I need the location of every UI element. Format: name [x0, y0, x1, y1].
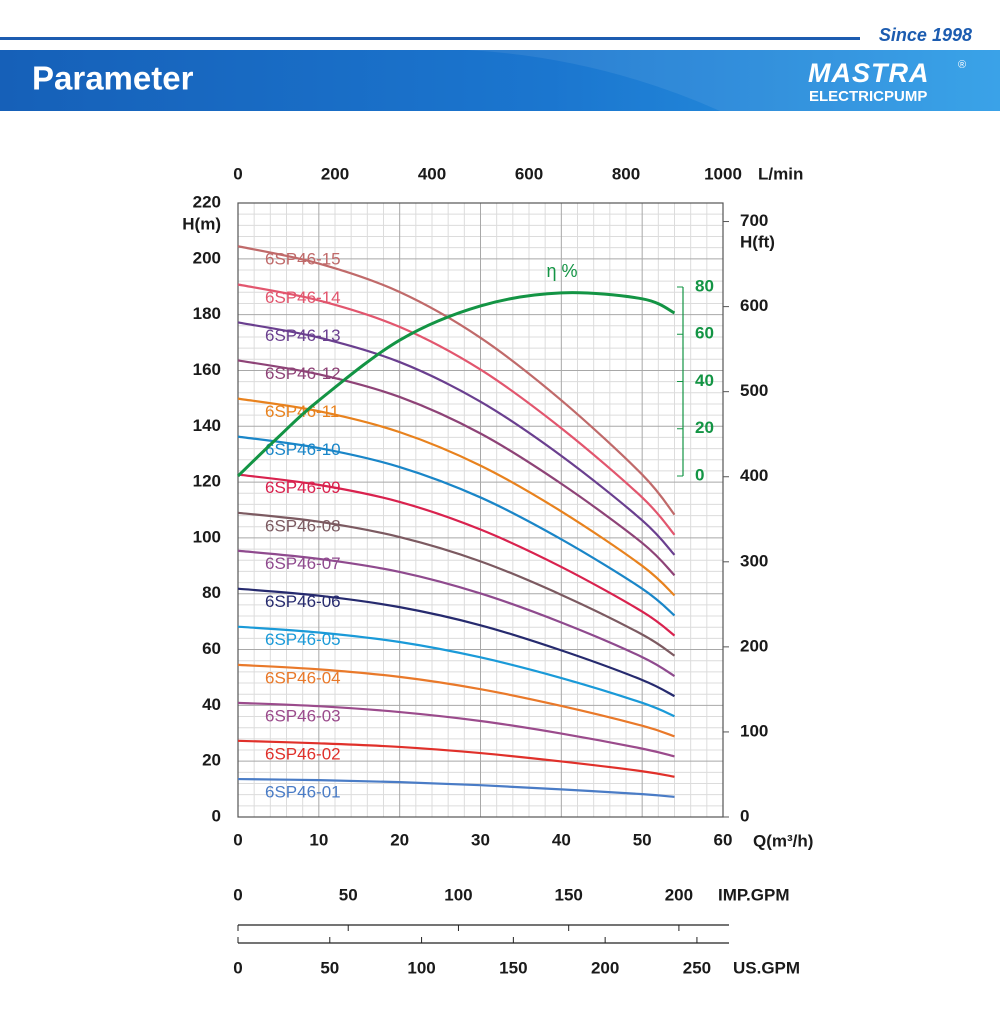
x-tick-label: 30 [471, 830, 490, 849]
curve-label: 6SP46-15 [265, 250, 341, 269]
y-tick-label: 20 [202, 751, 221, 770]
y-tick-label: 60 [202, 639, 221, 658]
y2-tick-label: 400 [740, 466, 768, 485]
since: Since 1998 [879, 25, 972, 45]
banner [0, 50, 1000, 111]
curve-label: 6SP46-11 [265, 402, 339, 421]
x-tick-label: 10 [309, 830, 328, 849]
y2-tick-label: 500 [740, 381, 768, 400]
curve [237, 435, 676, 617]
curve-label: 6SP46-05 [265, 630, 341, 649]
y-tick-label: 40 [202, 695, 221, 714]
eta-label: η % [546, 261, 577, 281]
y-tick-label: 140 [193, 416, 221, 435]
curve [237, 739, 675, 778]
curve [237, 549, 676, 678]
y2-tick-label: 600 [740, 296, 768, 315]
curve-label: 6SP46-14 [265, 288, 341, 307]
x2-tick-label: 200 [321, 164, 349, 183]
us_gpm-tick-label: 100 [407, 958, 435, 977]
curve [237, 701, 675, 758]
y2-tick-label: 300 [740, 551, 768, 570]
imp_gpm-label: IMP.GPM [718, 885, 789, 904]
us_gpm-tick-label: 50 [320, 958, 339, 977]
y-tick-label: 0 [212, 806, 221, 825]
y2-tick-label: 200 [740, 636, 768, 655]
y2-tick-label: 0 [740, 806, 749, 825]
banner-swoosh [380, 48, 1000, 111]
logo: MASTRA [808, 58, 930, 88]
curve-label: 6SP46-13 [265, 326, 341, 345]
imp_gpm-tick-label: 150 [554, 885, 582, 904]
curve-label: 6SP46-09 [265, 478, 341, 497]
eta-tick-label: 0 [695, 465, 704, 484]
x-tick-label: 60 [714, 830, 733, 849]
curve-label: 6SP46-02 [265, 744, 341, 763]
imp_gpm-tick-label: 200 [665, 885, 693, 904]
curve-label: 6SP46-10 [265, 440, 341, 459]
y-axis-label: H(m) [182, 214, 221, 233]
curve-label: 6SP46-03 [265, 706, 341, 725]
x2-tick-label: 1000 [704, 164, 742, 183]
y2-axis-label: H(ft) [740, 232, 775, 251]
chart: 0 10 20 30 40 50 60020406080100120140160180200… [182, 164, 813, 977]
us_gpm-tick-label: 150 [499, 958, 527, 977]
y-tick-label: 220 [193, 192, 221, 211]
eta-tick-label: 20 [695, 418, 714, 437]
x-tick-label: 20 [390, 830, 409, 849]
curve [237, 283, 676, 536]
x2-tick-label: 800 [612, 164, 640, 183]
imp_gpm-tick-label: 100 [444, 885, 472, 904]
us_gpm-tick-label: 0 [233, 958, 242, 977]
y-tick-label: 100 [193, 527, 221, 546]
curve [237, 397, 676, 597]
curve-label: 6SP46-06 [265, 592, 341, 611]
y-tick-label: 160 [193, 360, 221, 379]
eta-tick-label: 60 [695, 324, 714, 343]
curve [237, 321, 676, 556]
curve-label: 6SP46-08 [265, 516, 341, 535]
curve-label: 6SP46-07 [265, 554, 341, 573]
registered: ® [958, 59, 966, 71]
imp_gpm-tick-label: 0 [233, 885, 242, 904]
efficiency-curve [236, 291, 676, 478]
header-rule [0, 37, 860, 40]
banner-title: Parameter [32, 60, 194, 97]
curve-label: 6SP46-04 [265, 668, 341, 687]
curve [237, 359, 676, 577]
eta-tick-label: 40 [695, 371, 714, 390]
curve [237, 777, 675, 799]
x-tick-label: 0 [233, 830, 242, 849]
us_gpm-tick-label: 200 [591, 958, 619, 977]
x-tick-label: 40 [552, 830, 571, 849]
x2-tick-label: 400 [418, 164, 446, 183]
eta-tick-label: 80 [695, 276, 714, 295]
curve [237, 587, 676, 698]
curve [237, 473, 676, 637]
x2-axis-label: L/min [758, 164, 803, 183]
y-tick-label: 180 [193, 304, 221, 323]
curve [237, 625, 675, 718]
plot-frame [237, 202, 724, 818]
y-tick-label: 80 [202, 583, 221, 602]
x2-tick-label: 0 [233, 164, 242, 183]
us_gpm-tick-label: 250 [683, 958, 711, 977]
y2-tick-label: 100 [740, 721, 768, 740]
brand: ELECTRICPUMP [809, 88, 927, 105]
curve [237, 663, 675, 738]
x-axis-label: Q(m³/h) [753, 831, 813, 850]
us_gpm-label: US.GPM [733, 958, 800, 977]
x2-tick-label: 600 [515, 164, 543, 183]
imp_gpm-tick-label: 50 [339, 885, 358, 904]
y-tick-label: 120 [193, 472, 221, 491]
curve [237, 511, 676, 657]
curve [237, 245, 676, 516]
curve-label: 6SP46-12 [265, 364, 341, 383]
x-tick-label: 50 [633, 830, 652, 849]
y-tick-label: 200 [193, 248, 221, 267]
y2-tick-label: 700 [740, 211, 768, 230]
curve-label: 6SP46-01 [265, 783, 341, 802]
